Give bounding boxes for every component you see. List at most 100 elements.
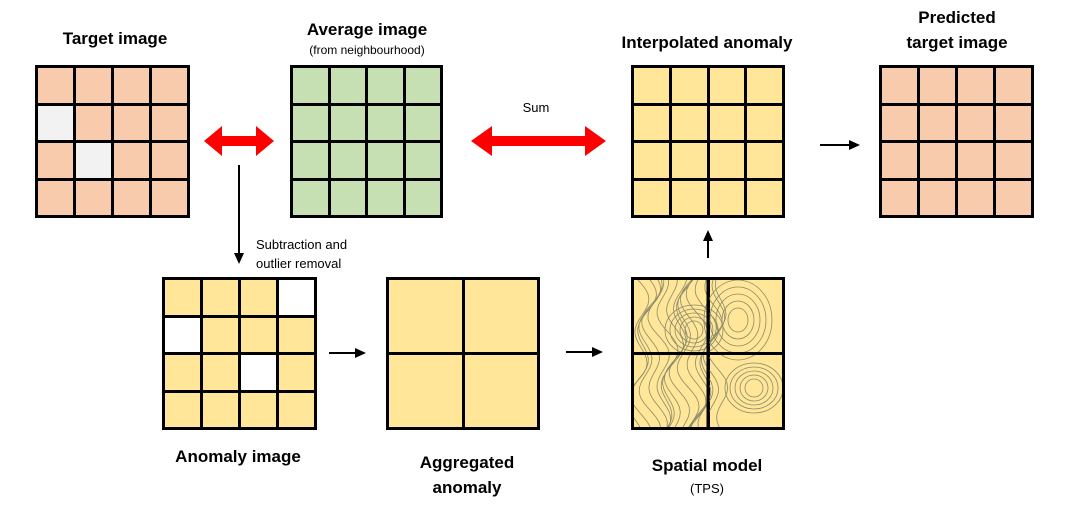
anomaly-cell (203, 317, 238, 352)
predicted-cell (958, 180, 993, 215)
aggregated-cell (389, 280, 462, 352)
anomaly-cell (165, 355, 200, 390)
predicted-cell (996, 105, 1031, 140)
predicted-target-image-grid (879, 65, 1034, 218)
spatial-model-subtitle: (TPS) (690, 481, 724, 496)
anomaly-cell (203, 355, 238, 390)
target-cell (114, 68, 149, 103)
predicted-cell (882, 105, 917, 140)
average-image-title: Average image (306, 20, 428, 39)
target-image-title: Target image (62, 29, 168, 48)
anomaly-cell (203, 392, 238, 427)
average-cell (330, 68, 365, 103)
target-cell (152, 68, 187, 103)
average-cell (405, 180, 440, 215)
target-empty-cell (76, 143, 111, 178)
red-double-arrow-sum (471, 126, 606, 156)
interpolated-cell (671, 143, 707, 178)
target-cell (38, 68, 73, 103)
aggregated-anomaly-title-line2: anomaly (432, 478, 502, 497)
average-cell (405, 105, 440, 140)
predicted-cell (920, 68, 955, 103)
anomaly-empty-cell (279, 280, 314, 315)
anomaly-image-grid (162, 277, 317, 430)
arrow-right-anomaly-to-aggregated (329, 348, 366, 358)
average-cell (293, 143, 328, 178)
interpolated-anomaly-grid (631, 65, 785, 218)
predicted-image-title-line2: target image (906, 33, 1008, 52)
target-cell (38, 180, 73, 215)
anomaly-cell (241, 392, 276, 427)
predicted-cell (996, 180, 1031, 215)
interpolated-cell (709, 105, 745, 140)
predicted-cell (996, 143, 1031, 178)
interpolated-cell (671, 68, 707, 103)
anomaly-cell (279, 317, 314, 352)
average-cell (293, 105, 328, 140)
target-empty-cell (38, 105, 73, 140)
average-cell (368, 143, 403, 178)
target-cell (114, 143, 149, 178)
arrow-right-interpolated-to-predicted (820, 140, 860, 150)
average-cell (405, 68, 440, 103)
interpolated-cell (671, 180, 707, 215)
aggregated-cell (464, 355, 537, 427)
aggregated-cell (389, 355, 462, 427)
interpolated-anomaly-title: Interpolated anomaly (621, 33, 793, 52)
interpolated-cell (709, 143, 745, 178)
average-cell (330, 143, 365, 178)
anomaly-cell (203, 280, 238, 315)
average-image-subtitle: (from neighbourhood) (309, 43, 425, 57)
aggregated-cell (464, 280, 537, 352)
average-cell (368, 68, 403, 103)
interpolated-cell (634, 143, 669, 178)
predicted-image-title-line1: Predicted (918, 8, 996, 27)
target-image-grid (35, 65, 190, 218)
interpolated-cell (747, 143, 782, 178)
target-cell (76, 68, 111, 103)
interpolated-cell (709, 180, 745, 215)
anomaly-cell (279, 355, 314, 390)
spatial-model-title: Spatial model (651, 456, 763, 475)
predicted-cell (882, 68, 917, 103)
anomaly-cell (279, 392, 314, 427)
predicted-cell (958, 68, 993, 103)
average-image-grid (290, 65, 443, 218)
red-double-arrow-left (204, 126, 274, 156)
target-cell (152, 105, 187, 140)
interpolated-cell (747, 68, 782, 103)
target-cell (114, 180, 149, 215)
interpolated-cell (634, 180, 669, 215)
anomaly-cell (165, 392, 200, 427)
predicted-cell (882, 180, 917, 215)
interpolated-cell (671, 105, 707, 140)
target-cell (114, 105, 149, 140)
arrow-up-spatial-to-interpolated (703, 230, 713, 258)
average-cell (368, 105, 403, 140)
target-cell (38, 143, 73, 178)
interpolated-cell (634, 68, 669, 103)
arrow-right-aggregated-to-spatial (566, 347, 603, 357)
anomaly-empty-cell (241, 355, 276, 390)
spatial-cell (709, 280, 782, 352)
sum-label: Sum (522, 100, 550, 115)
predicted-cell (920, 180, 955, 215)
subtraction-label-line2: outlier removal (256, 256, 342, 271)
aggregated-anomaly-grid (386, 277, 540, 430)
subtraction-label-line1: Subtraction and (256, 237, 348, 252)
average-cell (293, 180, 328, 215)
average-cell (293, 68, 328, 103)
interpolated-cell (747, 105, 782, 140)
interpolated-cell (634, 105, 669, 140)
predicted-cell (920, 105, 955, 140)
target-cell (76, 105, 111, 140)
predicted-cell (882, 143, 917, 178)
interpolated-cell (747, 180, 782, 215)
anomaly-cell (241, 317, 276, 352)
anomaly-cell (241, 280, 276, 315)
anomaly-empty-cell (165, 317, 200, 352)
anomaly-cell (165, 280, 200, 315)
arrow-down-subtraction (234, 165, 244, 264)
